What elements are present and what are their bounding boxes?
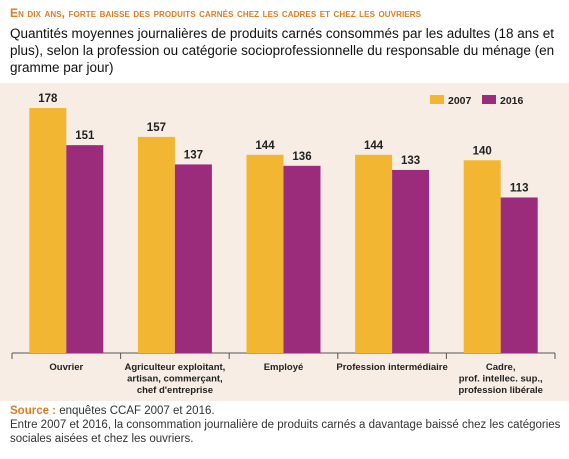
bar-2007	[246, 154, 284, 353]
bar-2016	[283, 165, 321, 353]
data-label: 140	[473, 145, 492, 157]
legend-swatch-2007	[430, 95, 444, 104]
x-tick-label: prof. intellec. sup.,	[459, 374, 543, 385]
bar-2016	[174, 164, 212, 353]
x-tick-label: Profession intermédiaire	[336, 362, 447, 373]
footer: Source : enquêtes CCAF 2007 et 2016. Ent…	[10, 404, 562, 446]
bar-chart: 178 151 Ouvrier 157 137 Agriculteur exploitan…	[11, 93, 556, 396]
x-tick-label: profession libérale	[458, 385, 542, 396]
legend-label: 2016	[500, 95, 524, 107]
data-label: 113	[510, 182, 529, 194]
bar-2007	[463, 160, 501, 353]
data-label: 144	[364, 140, 384, 152]
bar-2016	[66, 145, 104, 353]
data-label: 137	[184, 149, 203, 161]
bar-2016	[392, 169, 430, 353]
footer-note: Entre 2007 et 2016, la consommation jour…	[10, 419, 561, 445]
bar-2007	[355, 154, 393, 353]
x-tick-label: Ouvrier	[49, 362, 83, 373]
data-label: 157	[147, 122, 166, 134]
x-tick-label: Cadre,	[486, 362, 516, 373]
chart-title: En dix ans, forte baisse des produits ca…	[10, 6, 422, 20]
source-line: Source : enquêtes CCAF 2007 et 2016.	[10, 404, 562, 418]
legend-swatch-2016	[482, 95, 496, 104]
bar-2007	[137, 136, 175, 353]
source-label: Source :	[10, 405, 57, 417]
chart-subtitle: Quantités moyennes journalières de produ…	[10, 26, 555, 75]
x-tick-label: Agriculteur exploitant,	[124, 362, 225, 373]
data-label: 133	[401, 155, 420, 167]
x-tick-label: artisan, commerçant,	[127, 374, 223, 385]
legend-label: 2007	[448, 95, 472, 107]
bar-2016	[500, 197, 538, 353]
bar-2007	[29, 108, 67, 353]
x-tick-label: chef d'entreprise	[137, 385, 213, 396]
data-label: 178	[38, 93, 58, 105]
data-label: 136	[292, 151, 311, 163]
data-label: 144	[255, 140, 275, 152]
data-label: 151	[75, 130, 95, 142]
source-text: enquêtes CCAF 2007 et 2016.	[56, 405, 215, 417]
x-tick-label: Employé	[264, 362, 304, 373]
